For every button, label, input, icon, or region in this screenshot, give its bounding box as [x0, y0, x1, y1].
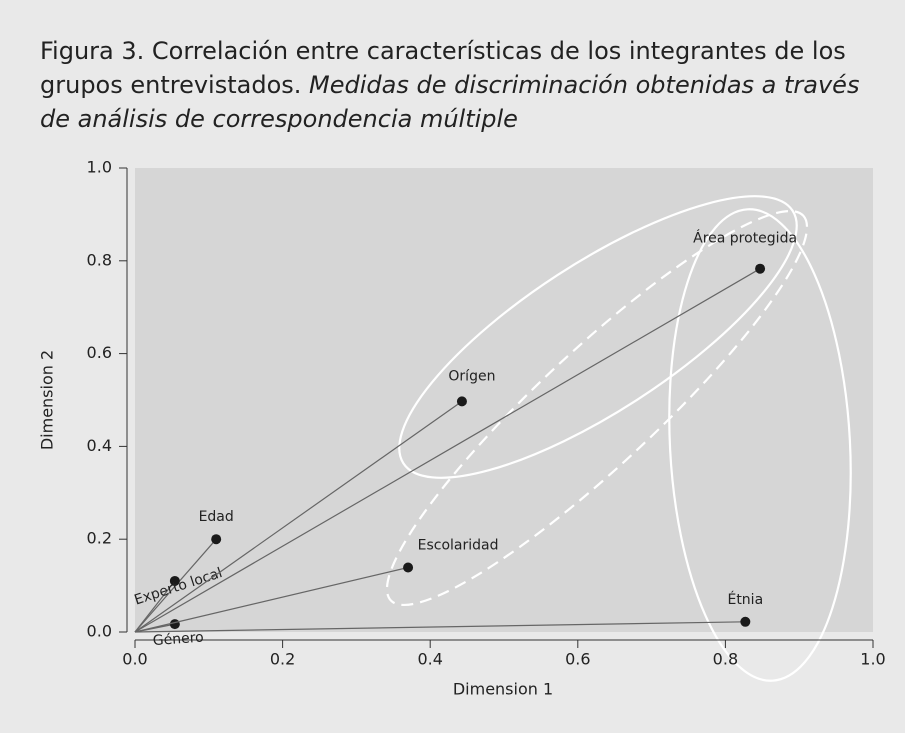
- y-tick-label: 0.2: [87, 529, 112, 548]
- y-axis-label: Dimension 2: [38, 350, 57, 450]
- x-tick-label: 0.0: [122, 650, 147, 669]
- y-tick-label: 0.0: [87, 622, 112, 641]
- y-tick-label: 0.6: [87, 343, 112, 362]
- y-tick-label: 1.0: [87, 158, 112, 177]
- x-tick-label: 0.6: [565, 650, 590, 669]
- ellipse: [668, 208, 852, 682]
- x-tick-label: 1.0: [860, 650, 885, 669]
- x-tick-label: 0.8: [713, 650, 738, 669]
- chart-title: Figura 3. Correlación entre característi…: [40, 37, 846, 99]
- x-tick-label: 0.2: [270, 650, 295, 669]
- ray: [134, 580, 176, 633]
- x-tick-label: 0.4: [417, 650, 442, 669]
- point-label: Étnia: [727, 591, 763, 608]
- ray: [134, 566, 409, 633]
- point-label: Género: [152, 630, 204, 650]
- y-tick-label: 0.4: [87, 436, 112, 455]
- point: [755, 263, 766, 274]
- point: [403, 562, 414, 573]
- chart-subtitle: Medidas de discriminación obtenidas a tr…: [40, 71, 860, 133]
- point: [169, 575, 180, 586]
- point-label: Área protegida: [693, 230, 797, 247]
- point: [740, 616, 751, 627]
- ellipse: [398, 195, 798, 479]
- point-label: Edad: [199, 509, 234, 525]
- point-label: Orígen: [448, 368, 495, 384]
- ray: [134, 268, 761, 633]
- point: [211, 534, 222, 545]
- point-label: Escolaridad: [418, 538, 499, 554]
- plot-area: [135, 168, 873, 632]
- title-block: Figura 3. Correlación entre característi…: [40, 34, 880, 136]
- ray: [134, 621, 746, 633]
- x-axis-label: Dimension 1: [453, 680, 553, 699]
- y-tick-label: 0.8: [87, 250, 112, 269]
- point: [169, 619, 180, 630]
- ellipses: [385, 195, 852, 682]
- ellipse-dashed: [385, 209, 809, 607]
- point: [456, 396, 467, 407]
- ray: [134, 400, 463, 633]
